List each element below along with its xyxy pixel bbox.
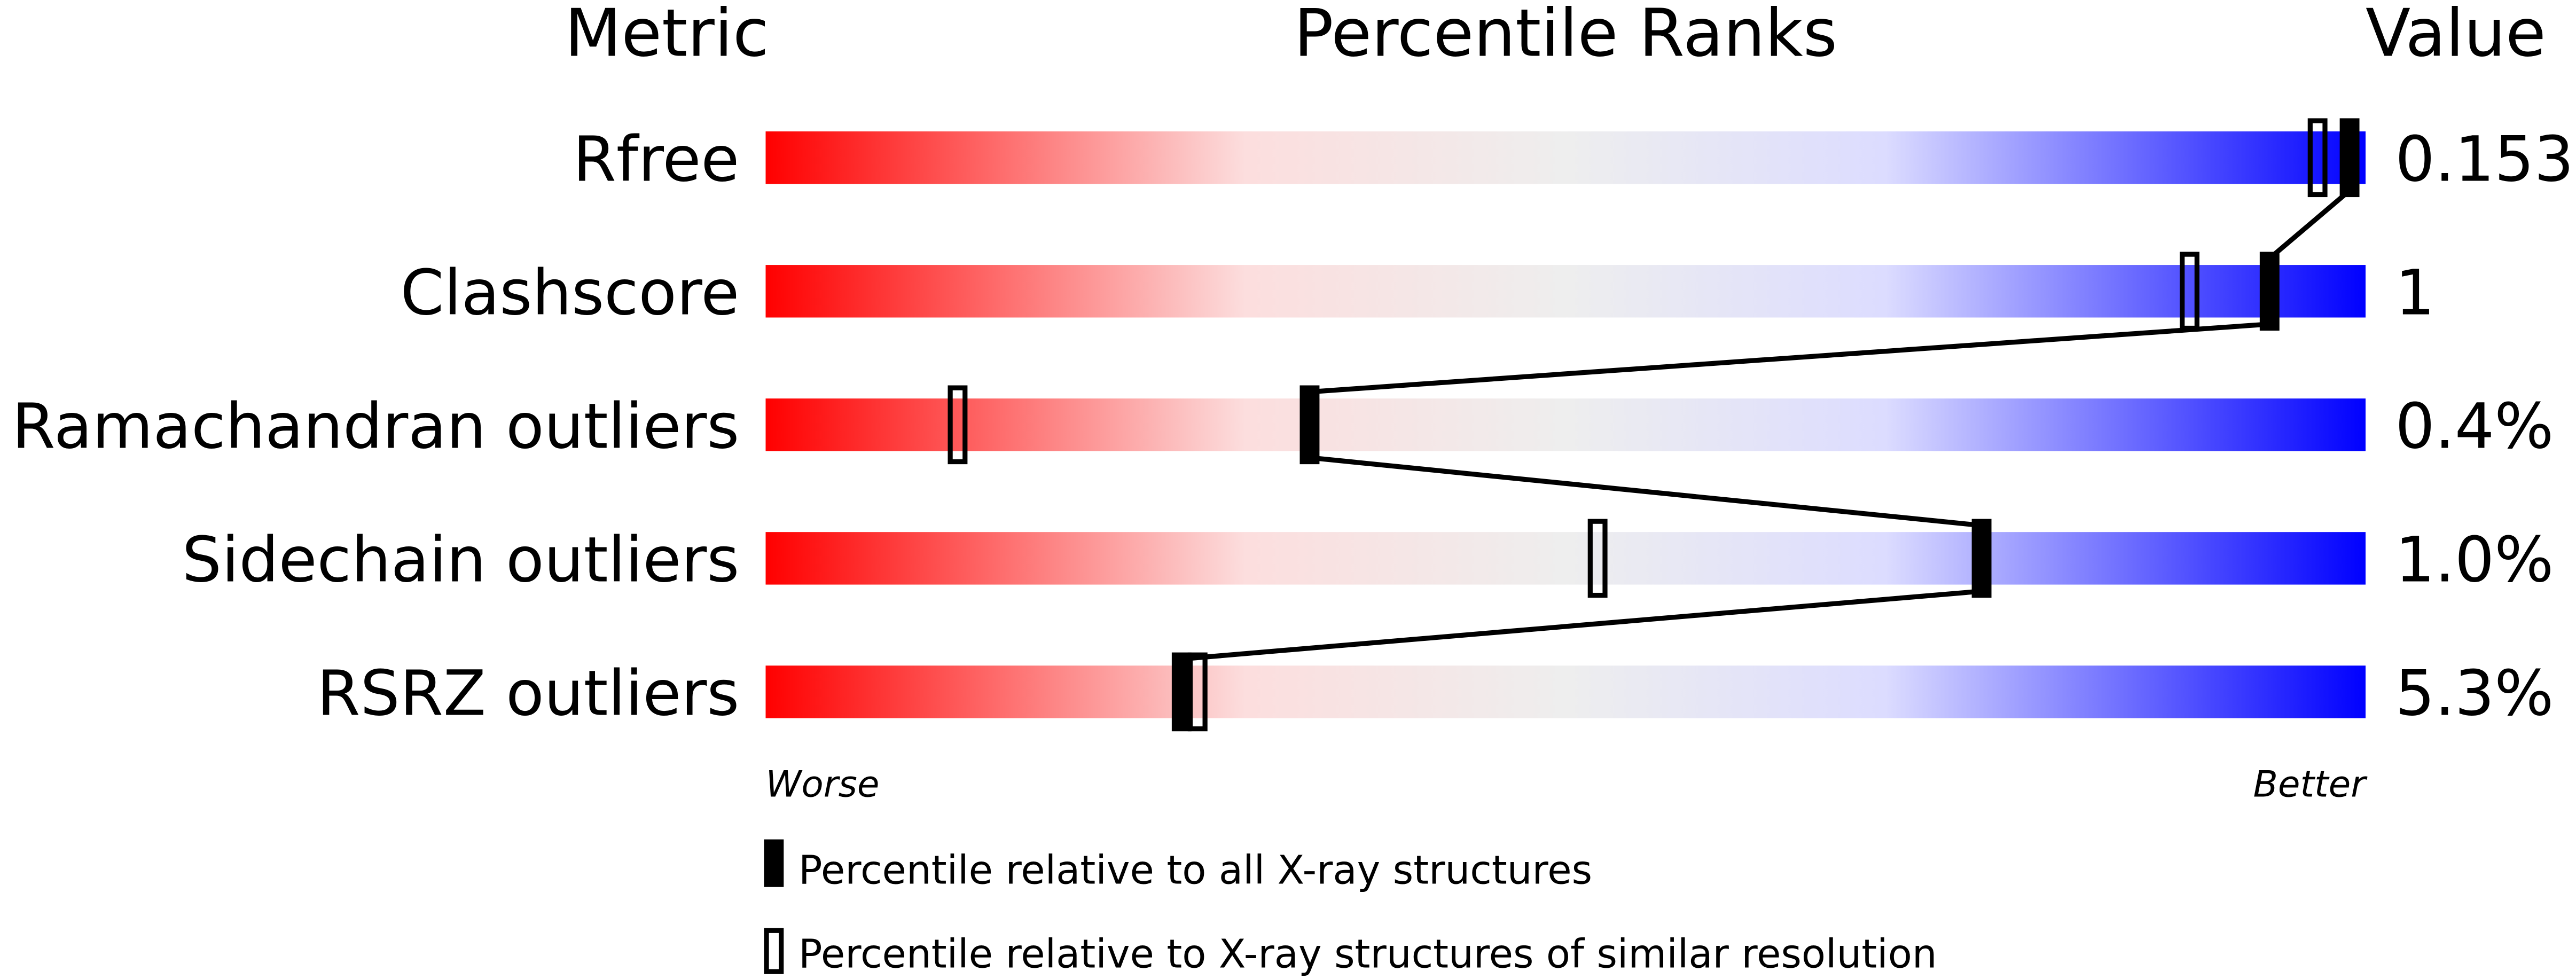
percentile-bar xyxy=(765,532,2366,585)
percentile-bar xyxy=(765,131,2366,184)
metric-label: Rfree xyxy=(573,123,740,195)
metric-label: Sidechain outliers xyxy=(182,523,739,596)
header-percentile-ranks: Percentile Ranks xyxy=(1294,0,1837,72)
header-metric: Metric xyxy=(565,0,769,72)
metric-label: RSRZ outliers xyxy=(317,657,739,730)
worse-label: Worse xyxy=(765,763,879,805)
percentile-bar xyxy=(765,665,2366,718)
metric-label: Ramachandran outliers xyxy=(12,390,739,463)
similar-resolution-marker xyxy=(2180,252,2199,331)
all-structures-marker xyxy=(1171,652,1192,732)
similar-resolution-marker xyxy=(948,385,968,465)
metric-value: 1 xyxy=(2395,256,2434,329)
all-structures-marker xyxy=(2259,252,2280,331)
all-structures-marker xyxy=(1299,385,1320,465)
legend-similar-label: Percentile relative to X-ray structures … xyxy=(798,931,1937,977)
metric-value: 0.4% xyxy=(2395,390,2554,463)
percentile-bar xyxy=(765,265,2366,318)
better-label: Better xyxy=(2253,763,2368,805)
metric-value: 0.153 xyxy=(2395,123,2574,195)
metric-label: Clashscore xyxy=(401,256,740,329)
metric-value: 1.0% xyxy=(2395,523,2554,596)
all-structures-marker xyxy=(1971,519,1992,598)
percentile-bar xyxy=(765,398,2366,451)
legend-all-label: Percentile relative to all X-ray structu… xyxy=(798,848,1592,894)
legend-open-marker xyxy=(764,928,784,974)
legend-filled-marker xyxy=(764,839,784,887)
header-value: Value xyxy=(2366,0,2546,72)
all-structures-marker xyxy=(2339,118,2360,198)
similar-resolution-marker xyxy=(2307,118,2328,198)
metric-value: 5.3% xyxy=(2395,657,2554,730)
similar-resolution-marker xyxy=(1587,519,1608,598)
